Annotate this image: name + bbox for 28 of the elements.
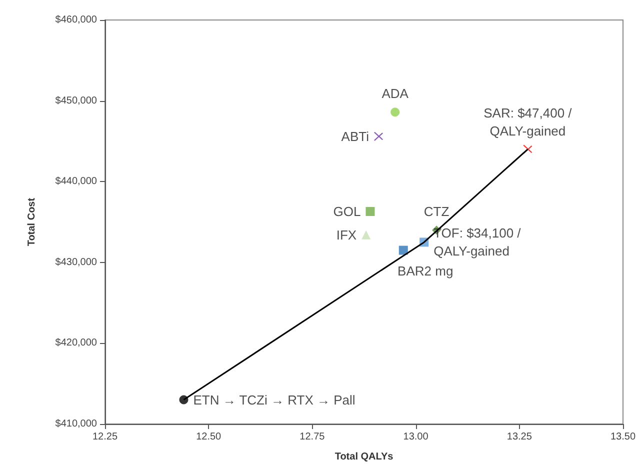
y-tick-label: $420,000 <box>55 338 98 349</box>
x-tick-label: 13.50 <box>610 432 636 442</box>
series-label: BAR2 mg <box>398 263 454 278</box>
series-label: CTZ <box>424 204 450 220</box>
point <box>362 230 371 240</box>
x-tick-label: 12.50 <box>196 432 222 442</box>
series-label: GOL <box>333 204 361 219</box>
y-tick-label: $430,000 <box>55 256 98 268</box>
series-label: SAR: $47,400 /QALY-gained <box>484 105 572 138</box>
x-tick-label: 13.25 <box>506 432 532 442</box>
x-axis-title: Total QALYs <box>334 452 394 462</box>
series-label: ETN → TCZi → RTX → Pall <box>193 392 356 408</box>
point <box>366 206 375 216</box>
series-label: ADA <box>382 86 409 102</box>
x-tick-label: 13.00 <box>403 432 429 442</box>
point <box>374 132 384 141</box>
y-tick-label: $450,000 <box>55 95 98 106</box>
point <box>390 108 400 117</box>
y-axis-title: Total Cost <box>26 197 38 246</box>
series-label: IFX <box>336 227 357 242</box>
point <box>398 246 408 255</box>
x-tick-label: 12.75 <box>300 432 326 442</box>
series-label: TOF: $34,100 /QALY-gained <box>434 226 522 259</box>
series-label: ABTi <box>341 128 370 144</box>
y-tick-label: $410,000 <box>55 418 98 430</box>
y-tick-label: $440,000 <box>55 176 98 188</box>
x-tick-label: 12.25 <box>92 432 118 442</box>
y-tick-label: $460,000 <box>55 14 98 26</box>
